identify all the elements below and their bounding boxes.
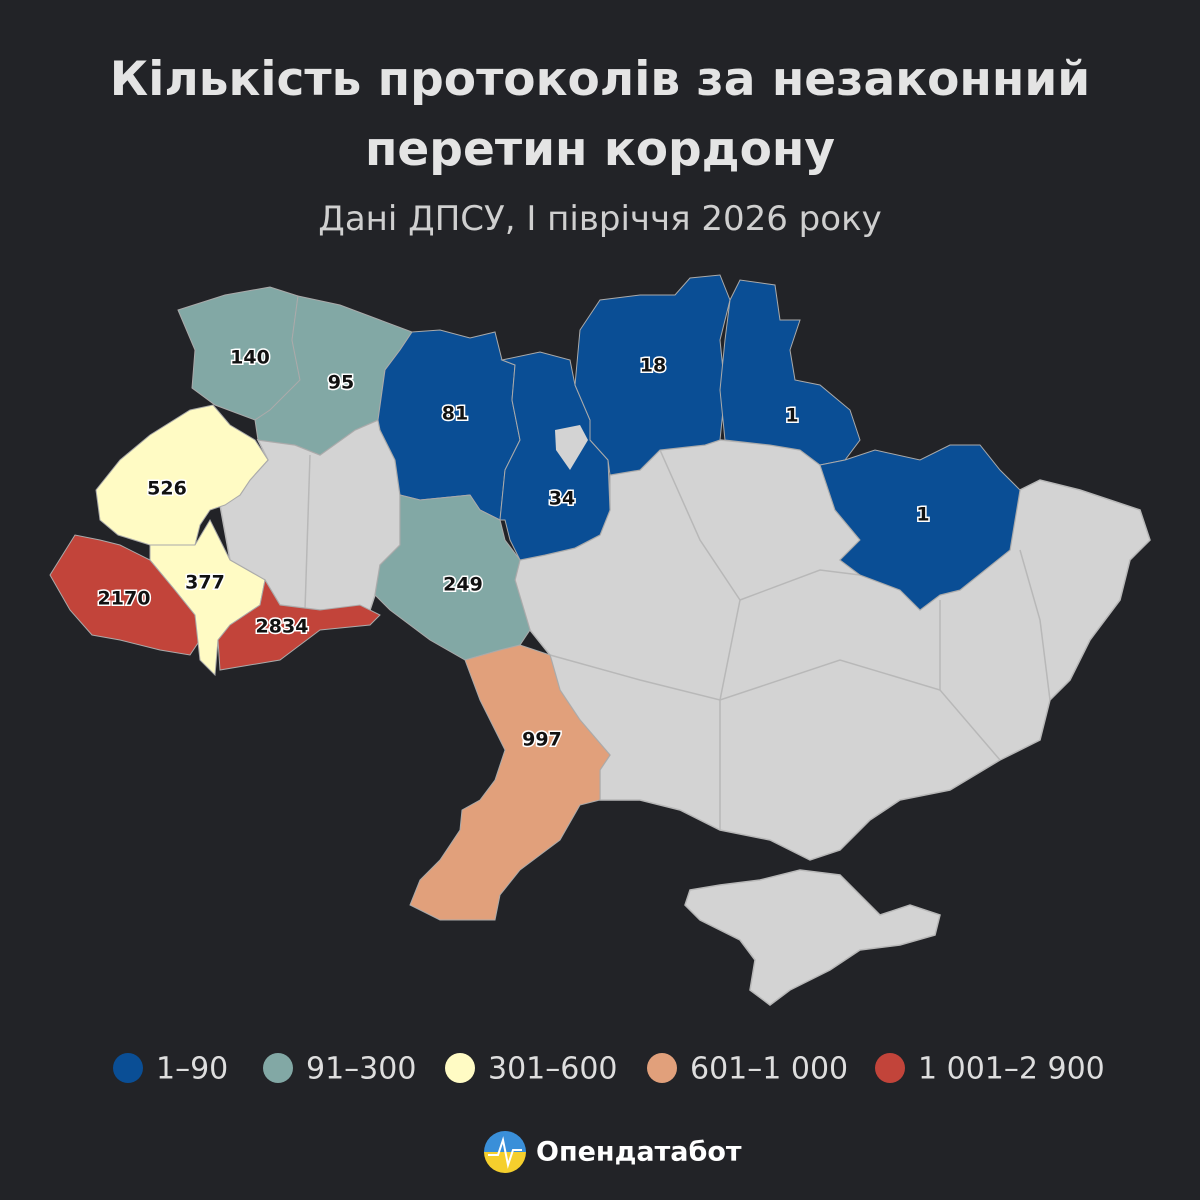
legend-label: 601–1 000 <box>690 1052 848 1087</box>
title: Кількість протоколів за незаконний <box>110 52 1090 107</box>
region <box>409 644 611 921</box>
region <box>377 329 521 521</box>
title: перетин кордону <box>365 122 835 177</box>
crimea <box>684 869 941 1006</box>
legend-label: 91–300 <box>306 1052 416 1087</box>
region-value: 18 <box>640 355 666 377</box>
region-value: 1 <box>916 504 929 526</box>
region-value: 377 <box>185 572 225 594</box>
brand-name: Опендатабот <box>536 1137 742 1168</box>
region-value: 1 <box>785 405 798 427</box>
region <box>95 404 269 546</box>
region-value: 2834 <box>256 616 309 638</box>
legend-swatch <box>647 1053 677 1083</box>
legend-swatch <box>113 1053 143 1083</box>
legend-swatch <box>445 1053 475 1083</box>
regions-no-data <box>219 418 1151 1006</box>
region <box>374 494 531 661</box>
region <box>254 295 413 456</box>
region-border <box>304 454 311 611</box>
region-value: 95 <box>328 372 354 394</box>
region-labels: 140 95 81 34 18 1 1 526 2170 377 2834 249 997 <box>96 345 931 752</box>
legend-swatch <box>875 1053 905 1083</box>
region-value: 526 <box>147 478 187 500</box>
region-value: 2170 <box>98 588 151 610</box>
kyiv-city <box>555 425 588 470</box>
region-border <box>739 569 861 601</box>
region <box>819 444 1021 611</box>
legend-label: 301–600 <box>488 1052 618 1087</box>
region-value: 997 <box>522 729 562 751</box>
legend-swatch <box>263 1053 293 1083</box>
region-border <box>1019 549 1051 701</box>
region-value: 249 <box>443 574 483 596</box>
region-value: 140 <box>230 347 270 369</box>
region-value: 81 <box>442 403 468 425</box>
legend: 1–90 91–300 301–600 601–1 000 1 001–2 900 <box>113 1052 1105 1087</box>
region <box>719 279 861 466</box>
regions <box>49 274 1021 921</box>
legend-label: 1–90 <box>156 1052 228 1087</box>
region-border <box>549 654 1001 761</box>
legend-label: 1 001–2 900 <box>918 1052 1105 1087</box>
brand-logo-line <box>488 1136 522 1169</box>
region <box>217 578 381 671</box>
subtitle: Дані ДПСУ, І півріччя 2026 року <box>318 199 881 239</box>
region-value: 34 <box>549 488 575 510</box>
